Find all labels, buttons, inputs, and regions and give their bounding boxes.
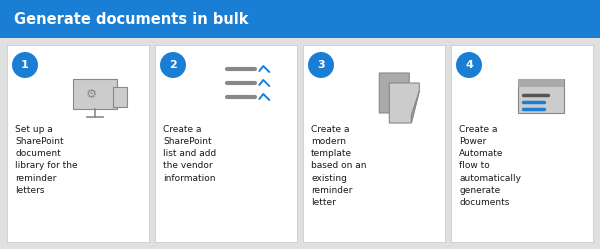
Ellipse shape bbox=[308, 52, 334, 78]
Text: Create a
SharePoint
list and add
the vendor
information: Create a SharePoint list and add the ven… bbox=[163, 125, 216, 183]
FancyBboxPatch shape bbox=[518, 79, 564, 87]
Ellipse shape bbox=[456, 52, 482, 78]
FancyBboxPatch shape bbox=[113, 87, 127, 107]
Polygon shape bbox=[379, 73, 409, 113]
Text: ⚙: ⚙ bbox=[86, 87, 97, 101]
Polygon shape bbox=[412, 91, 419, 123]
FancyBboxPatch shape bbox=[451, 45, 593, 242]
Ellipse shape bbox=[12, 52, 38, 78]
Ellipse shape bbox=[160, 52, 186, 78]
FancyBboxPatch shape bbox=[155, 45, 297, 242]
Text: Create a
modern
template
based on an
existing
reminder
letter: Create a modern template based on an exi… bbox=[311, 125, 367, 207]
Polygon shape bbox=[389, 83, 419, 123]
Text: Create a
Power
Automate
flow to
automatically
generate
documents: Create a Power Automate flow to automati… bbox=[459, 125, 521, 207]
Text: 4: 4 bbox=[465, 60, 473, 70]
Text: 1: 1 bbox=[21, 60, 29, 70]
Text: 3: 3 bbox=[317, 60, 325, 70]
FancyBboxPatch shape bbox=[518, 79, 564, 113]
Text: Generate documents in bulk: Generate documents in bulk bbox=[14, 11, 248, 26]
Text: 2: 2 bbox=[169, 60, 177, 70]
Text: Set up a
SharePoint
document
library for the
reminder
letters: Set up a SharePoint document library for… bbox=[15, 125, 77, 195]
FancyBboxPatch shape bbox=[303, 45, 445, 242]
FancyBboxPatch shape bbox=[0, 0, 600, 38]
FancyBboxPatch shape bbox=[73, 79, 117, 109]
FancyBboxPatch shape bbox=[7, 45, 149, 242]
